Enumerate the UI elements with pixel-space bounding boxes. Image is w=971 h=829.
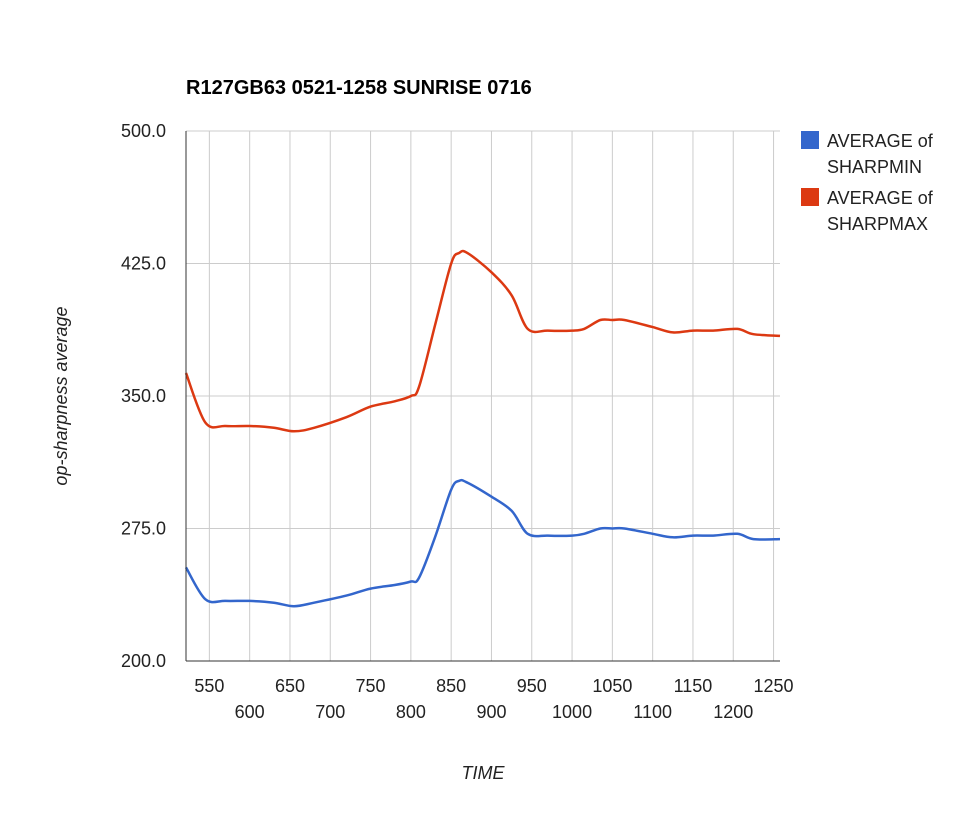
y-tick-label: 275.0 bbox=[121, 519, 166, 539]
x-axis-title: TIME bbox=[462, 763, 506, 783]
y-tick-label: 200.0 bbox=[121, 651, 166, 671]
y-tick-label: 425.0 bbox=[121, 254, 166, 274]
x-tick-label: 1050 bbox=[592, 676, 632, 696]
x-tick-label: 750 bbox=[356, 676, 386, 696]
legend-swatch bbox=[801, 131, 819, 149]
legend-label: AVERAGE of SHARPMAX bbox=[827, 188, 934, 234]
x-tick-label: 950 bbox=[517, 676, 547, 696]
x-tick-label: 1250 bbox=[754, 676, 794, 696]
x-tick-label: 550 bbox=[194, 676, 224, 696]
x-tick-label: 600 bbox=[235, 702, 265, 722]
y-axis-ticks: 200.0 275.0 350.0 425.0 500.0 bbox=[121, 121, 166, 671]
x-tick-label: 1150 bbox=[674, 676, 713, 696]
series-line-average-of-sharpmin bbox=[184, 478, 781, 608]
x-tick-label: 900 bbox=[476, 702, 506, 722]
y-tick-label: 500.0 bbox=[121, 121, 166, 141]
legend: AVERAGE of SHARPMIN AVERAGE of SHARPMAX bbox=[801, 131, 934, 234]
series-layer bbox=[184, 249, 781, 608]
legend-swatch bbox=[801, 188, 819, 206]
x-tick-label: 700 bbox=[315, 702, 345, 722]
grid bbox=[186, 130, 780, 662]
x-tick-label: 1200 bbox=[713, 702, 753, 722]
chart-title: R127GB63 0521-1258 SUNRISE 0716 bbox=[186, 77, 532, 99]
x-tick-label: 800 bbox=[396, 702, 426, 722]
axes bbox=[185, 131, 780, 662]
y-axis-title: op-sharpness average bbox=[51, 306, 71, 485]
x-axis-ticks: 550 650 750 850 950 1050 1150 1250 600 700 800 900 1… bbox=[194, 676, 793, 722]
x-tick-label: 1000 bbox=[552, 702, 592, 722]
x-tick-label: 650 bbox=[275, 676, 305, 696]
series-line-average-of-sharpmax bbox=[184, 249, 781, 433]
legend-label: AVERAGE of SHARPMIN bbox=[827, 131, 934, 177]
x-tick-label: 1100 bbox=[633, 702, 672, 722]
x-tick-label: 850 bbox=[436, 676, 466, 696]
y-tick-label: 350.0 bbox=[121, 386, 166, 406]
